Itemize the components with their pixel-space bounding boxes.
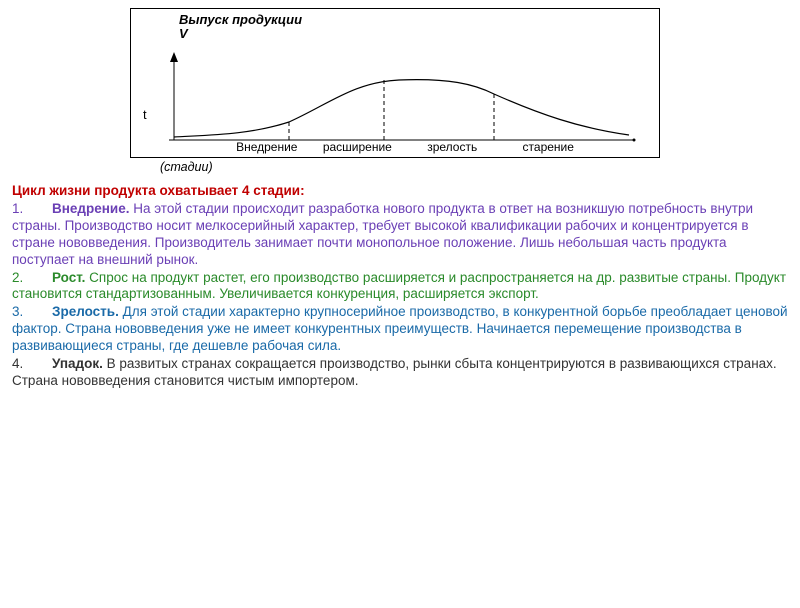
t-label: t bbox=[143, 107, 147, 123]
stage-3-text: Для этой стадии характерно крупносерийно… bbox=[12, 304, 788, 353]
stage-3-paragraph: 3.Зрелость. Для этой стадии характерно к… bbox=[12, 304, 788, 355]
x-label-3: старение bbox=[523, 140, 574, 155]
x-axis-end bbox=[633, 138, 636, 141]
stage-2-name: Рост. bbox=[52, 270, 85, 285]
main-heading: Цикл жизни продукта охватывает 4 стадии: bbox=[12, 183, 788, 200]
stage-1-num: 1. bbox=[12, 201, 52, 218]
x-label-2: зрелость bbox=[427, 140, 477, 155]
stadii-caption: (стадии) bbox=[160, 160, 800, 176]
x-label-1: расширение bbox=[323, 140, 392, 155]
stage-3-num: 3. bbox=[12, 304, 52, 321]
stage-3-name: Зрелость. bbox=[52, 304, 119, 319]
stage-1-paragraph: 1.Внедрение. На этой стадии происходит р… bbox=[12, 201, 788, 269]
stage-2-num: 2. bbox=[12, 270, 52, 287]
stage-2-paragraph: 2.Рост. Спрос на продукт растет, его про… bbox=[12, 270, 788, 304]
y-label-1: Выпуск продукции bbox=[179, 12, 302, 27]
x-label-0: Внедрение bbox=[236, 140, 297, 155]
stage-4-name: Упадок. bbox=[52, 356, 103, 371]
stage-4-text: В развитых странах сокращается производс… bbox=[12, 356, 777, 388]
y-label-2: V bbox=[179, 26, 188, 41]
stage-4-num: 4. bbox=[12, 356, 52, 373]
text-content: Цикл жизни продукта охватывает 4 стадии:… bbox=[0, 183, 800, 390]
lifecycle-curve bbox=[174, 79, 629, 136]
lifecycle-curve-svg bbox=[139, 42, 639, 142]
stage-1-name: Внедрение. bbox=[52, 201, 129, 216]
y-axis-label: Выпуск продукции V bbox=[179, 13, 651, 42]
x-axis-labels: Внедрение расширение зрелость старение bbox=[159, 140, 651, 155]
lifecycle-chart-frame: Выпуск продукции V t Внедрение расширени… bbox=[130, 8, 660, 158]
y-axis-arrow bbox=[170, 52, 178, 62]
stage-4-paragraph: 4.Упадок. В развитых странах сокращается… bbox=[12, 356, 788, 390]
stage-2-text: Спрос на продукт растет, его производств… bbox=[12, 270, 786, 302]
